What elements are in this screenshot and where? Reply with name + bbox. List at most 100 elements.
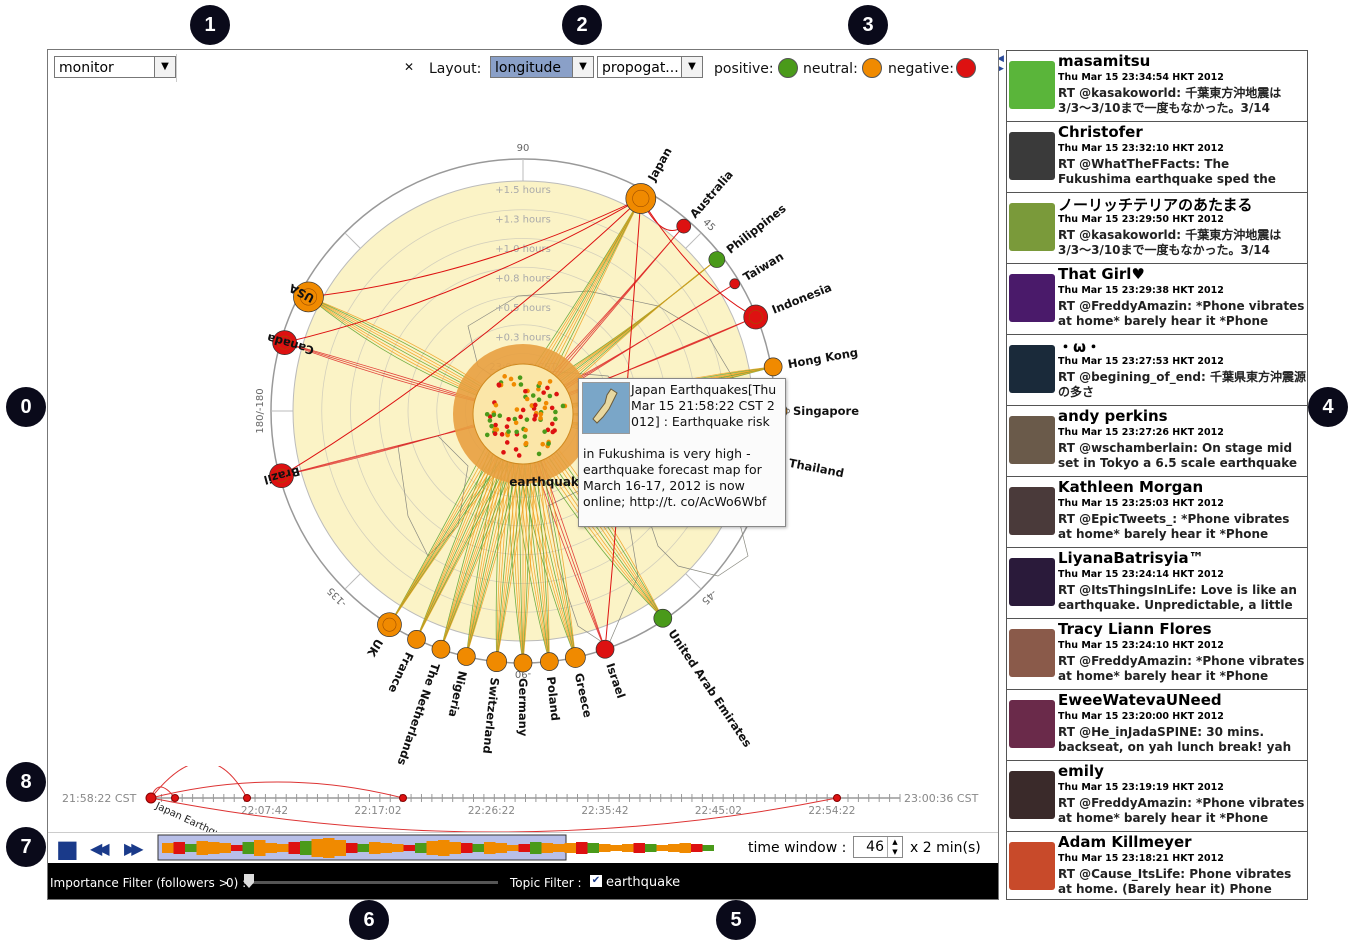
tweet-dot[interactable] xyxy=(550,406,555,411)
tweet-dot[interactable] xyxy=(525,397,530,402)
tweet-dot[interactable] xyxy=(544,401,549,406)
avatar[interactable] xyxy=(1009,274,1055,322)
neutral-color-dot[interactable] xyxy=(862,58,882,78)
tweet-dot[interactable] xyxy=(485,412,490,417)
topic-earthquake-label[interactable]: earthquake xyxy=(606,875,680,890)
tweet-item[interactable]: Tracy Liann Flores Thu Mar 15 23:24:10 HK… xyxy=(1007,619,1307,690)
tweet-item[interactable]: masamitsu Thu Mar 15 23:34:54 HKT 2012 RT … xyxy=(1007,51,1307,122)
tweet-dot[interactable] xyxy=(539,412,544,417)
tweet-dot[interactable] xyxy=(548,394,553,399)
stop-button[interactable]: ■ xyxy=(56,835,79,863)
tweet-list[interactable]: masamitsu Thu Mar 15 23:34:54 HKT 2012 RT … xyxy=(1006,50,1308,900)
tweet-dot[interactable] xyxy=(532,417,537,422)
tweet-username[interactable]: emily xyxy=(1058,762,1104,780)
avatar[interactable] xyxy=(1009,61,1055,109)
timeline-event[interactable] xyxy=(400,795,407,802)
tweet-dot[interactable] xyxy=(553,417,558,422)
tweet-item[interactable]: Adam Killmeyer Thu Mar 15 23:18:21 HKT 20… xyxy=(1007,832,1307,900)
avatar[interactable] xyxy=(1009,416,1055,464)
tweet-dot[interactable] xyxy=(501,450,506,455)
tweet-dot[interactable] xyxy=(493,431,498,436)
tweet-dot[interactable] xyxy=(494,403,499,408)
avatar[interactable] xyxy=(1009,345,1055,393)
tweet-dot[interactable] xyxy=(537,452,542,457)
spinner-arrows-icon[interactable]: ▲ ▼ xyxy=(887,837,902,857)
tweet-dot[interactable] xyxy=(518,375,523,380)
timeline-svg[interactable]: 21:58:22 CST 23:00:36 CST22:07:42 22:17:02… xyxy=(48,766,998,832)
tweet-item[interactable]: Kathleen Morgan Thu Mar 15 23:25:03 HKT 2… xyxy=(1007,477,1307,548)
tweet-dot[interactable] xyxy=(523,442,528,447)
avatar[interactable] xyxy=(1009,700,1055,748)
rewind-button[interactable]: ◀◀ xyxy=(90,839,105,858)
tweet-dot[interactable] xyxy=(514,447,519,452)
tweet-item[interactable]: That Girl♥ Thu Mar 15 23:29:38 HKT 2012 RT… xyxy=(1007,264,1307,335)
topic-checkbox[interactable]: ✔ xyxy=(590,875,602,887)
tweet-dot[interactable] xyxy=(492,412,497,417)
tweet-item[interactable]: ・ω・ Thu Mar 15 23:27:53 HKT 2012 RT @begin… xyxy=(1007,335,1307,406)
tweet-username[interactable]: ・ω・ xyxy=(1058,336,1101,357)
tweet-dot[interactable] xyxy=(537,397,542,402)
country-node[interactable] xyxy=(596,640,614,658)
avatar[interactable] xyxy=(1009,842,1055,890)
tweet-dot[interactable] xyxy=(493,423,498,428)
time-window-spinner[interactable]: 46 ▲ ▼ xyxy=(853,836,903,858)
timeline-event[interactable] xyxy=(172,795,179,802)
chevron-down-icon[interactable]: ▼ xyxy=(681,57,702,77)
order-select[interactable]: propogat... ▼ xyxy=(597,56,703,78)
tweet-dot[interactable] xyxy=(554,392,559,397)
tweet-dot[interactable] xyxy=(533,403,538,408)
avatar[interactable] xyxy=(1009,487,1055,535)
tweet-dot[interactable] xyxy=(509,377,514,382)
tweet-username[interactable]: masamitsu xyxy=(1058,52,1150,70)
negative-color-dot[interactable] xyxy=(956,58,976,78)
tweet-dot[interactable] xyxy=(538,416,543,421)
tweet-item[interactable]: emily Thu Mar 15 23:19:19 HKT 2012 RT @Fre… xyxy=(1007,761,1307,832)
tweet-dot[interactable] xyxy=(542,429,547,434)
country-node[interactable] xyxy=(677,219,691,233)
tweet-dot[interactable] xyxy=(506,417,511,422)
tweet-dot[interactable] xyxy=(505,440,510,445)
layout-select[interactable]: longitude ▼ xyxy=(490,56,594,78)
tweet-dot[interactable] xyxy=(537,381,542,386)
tweet-dot[interactable] xyxy=(518,415,523,420)
country-node[interactable] xyxy=(377,613,401,637)
timeline-event[interactable] xyxy=(244,795,251,802)
timeline-event[interactable] xyxy=(834,795,841,802)
tweet-dot[interactable] xyxy=(488,418,493,423)
tweet-dot[interactable] xyxy=(493,427,498,432)
tweet-item[interactable]: LiyanaBatrisyia™ Thu Mar 15 23:24:14 HKT … xyxy=(1007,548,1307,619)
country-node[interactable] xyxy=(709,252,725,268)
tweet-dot[interactable] xyxy=(514,420,519,425)
country-node[interactable] xyxy=(565,647,585,667)
tweet-username[interactable]: Kathleen Morgan xyxy=(1058,478,1203,496)
tweet-dot[interactable] xyxy=(523,389,528,394)
tweet-username[interactable]: Christofer xyxy=(1058,123,1143,141)
avatar[interactable] xyxy=(1009,771,1055,819)
tweet-dot[interactable] xyxy=(548,379,553,384)
tweet-item[interactable]: andy perkins Thu Mar 15 23:27:26 HKT 2012… xyxy=(1007,406,1307,477)
country-node[interactable] xyxy=(432,640,450,658)
avatar[interactable] xyxy=(1009,558,1055,606)
tweet-dot[interactable] xyxy=(497,383,502,388)
tweet-item[interactable]: EweeWatevaUNeed Thu Mar 15 23:20:00 HKT 2… xyxy=(1007,690,1307,761)
avatar[interactable] xyxy=(1009,132,1055,180)
country-node[interactable] xyxy=(730,279,740,289)
tweet-dot[interactable] xyxy=(505,424,510,429)
positive-color-dot[interactable] xyxy=(778,58,798,78)
tweet-username[interactable]: That Girl♥ xyxy=(1058,265,1145,283)
tweet-dot[interactable] xyxy=(517,453,522,458)
country-node[interactable] xyxy=(654,609,672,627)
country-node[interactable] xyxy=(764,358,782,376)
country-node[interactable] xyxy=(514,654,532,672)
country-node[interactable] xyxy=(408,630,426,648)
country-node[interactable] xyxy=(626,183,656,213)
tweet-dot[interactable] xyxy=(543,406,548,411)
tweet-username[interactable]: EweeWatevaUNeed xyxy=(1058,691,1222,709)
tweet-item[interactable]: Christofer Thu Mar 15 23:32:10 HKT 2012 RT… xyxy=(1007,122,1307,193)
tweet-dot[interactable] xyxy=(502,374,507,379)
country-node[interactable] xyxy=(744,305,768,329)
timeline-event[interactable] xyxy=(146,793,156,803)
tweet-dot[interactable] xyxy=(541,390,546,395)
tweet-dot[interactable] xyxy=(497,413,502,418)
avatar[interactable] xyxy=(1009,203,1055,251)
